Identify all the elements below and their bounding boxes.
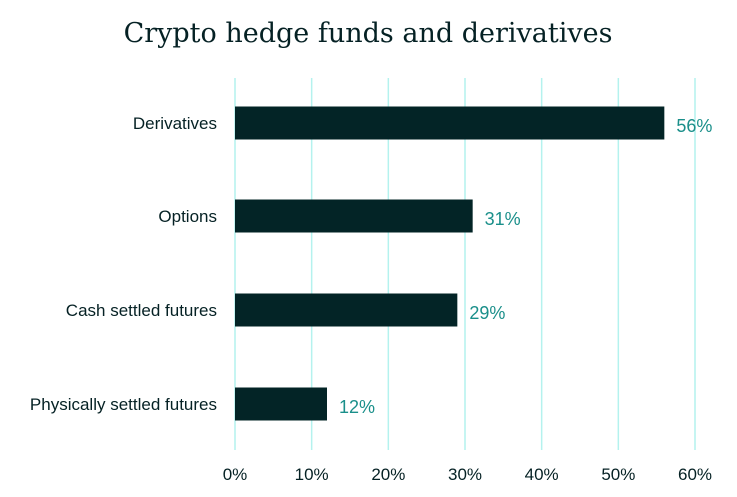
value-label: 29% bbox=[469, 303, 505, 323]
bar bbox=[235, 293, 458, 327]
grid-layer bbox=[234, 78, 696, 450]
x-tick-label: 20% bbox=[371, 465, 405, 484]
bar-layer bbox=[235, 106, 665, 421]
x-tick-label: 30% bbox=[448, 465, 482, 484]
chart-title: Crypto hedge funds and derivatives bbox=[124, 18, 613, 49]
bar bbox=[235, 106, 665, 140]
x-tick-label: 60% bbox=[678, 465, 712, 484]
x-tick-label: 50% bbox=[601, 465, 635, 484]
value-label: 12% bbox=[339, 397, 375, 417]
category-label: Physically settled futures bbox=[30, 395, 217, 414]
value-label: 56% bbox=[676, 116, 712, 136]
x-tick-label: 40% bbox=[525, 465, 559, 484]
x-tick-label: 0% bbox=[223, 465, 248, 484]
category-label: Cash settled futures bbox=[66, 301, 217, 320]
value-label: 31% bbox=[485, 209, 521, 229]
x-tick-label: 10% bbox=[295, 465, 329, 484]
category-label: Options bbox=[158, 207, 217, 226]
category-label: Derivatives bbox=[133, 114, 217, 133]
bar bbox=[235, 199, 473, 233]
label-layer: 0% 10% 20% 30% 40% 50% 60% Derivatives 56% Option… bbox=[30, 114, 712, 484]
bar bbox=[235, 387, 327, 421]
